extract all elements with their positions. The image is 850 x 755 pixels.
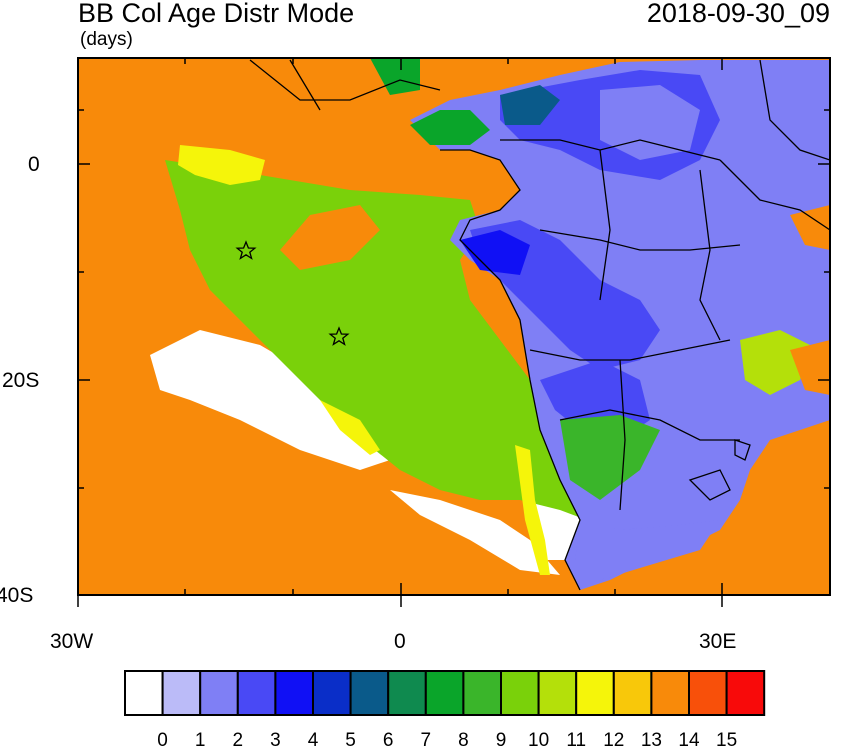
lon-label-30e: 30E bbox=[699, 630, 737, 653]
colorbar-swatch bbox=[387, 670, 427, 716]
green-plume bbox=[165, 160, 620, 525]
colorbar-tick-label: 10 bbox=[528, 730, 550, 751]
colorbar-tick-label: 1 bbox=[194, 730, 206, 751]
axis-ticks bbox=[77, 58, 830, 607]
yellow-blob bbox=[178, 145, 265, 185]
colorbar-tick-label: 11 bbox=[566, 730, 587, 751]
colorbar-swatch bbox=[500, 670, 540, 716]
lon-label-30w: 30W bbox=[50, 630, 94, 653]
colorbar-tick-label: 3 bbox=[270, 730, 281, 751]
colorbar-tick-label: 9 bbox=[495, 730, 507, 751]
lat-label-40s: 40S bbox=[0, 584, 34, 607]
country-borders bbox=[249, 59, 830, 591]
colorbar bbox=[124, 670, 766, 716]
star-marker bbox=[235, 240, 257, 260]
colorbar-tick-label: 4 bbox=[307, 730, 319, 751]
star-marker bbox=[328, 326, 350, 346]
white-region bbox=[150, 330, 390, 470]
colorbar-tick-label: 13 bbox=[640, 730, 662, 751]
colorbar-tick-label: 6 bbox=[382, 730, 394, 751]
timestamp-label: 2018-09-30_09 bbox=[646, 0, 830, 28]
colorbar-swatch bbox=[236, 670, 277, 716]
colorbar-tick-label: 7 bbox=[420, 730, 432, 751]
colorbar-tick-label: 8 bbox=[458, 730, 469, 751]
colorbar-tick-label: 5 bbox=[345, 730, 356, 751]
lat-label-0: 0 bbox=[28, 153, 40, 176]
map-fill bbox=[78, 58, 830, 595]
map-title: BB Col Age Distr Mode bbox=[78, 0, 355, 28]
colorbar-tick-label: 12 bbox=[603, 730, 625, 751]
colorbar-swatch bbox=[161, 670, 202, 716]
colorbar-swatch bbox=[124, 670, 164, 716]
map-frame bbox=[77, 57, 831, 596]
colorbar-swatch bbox=[575, 670, 615, 716]
colorbar-tick-label: 14 bbox=[678, 730, 700, 751]
colorbar-swatch bbox=[537, 670, 578, 716]
colorbar-swatch bbox=[349, 670, 390, 716]
colorbar-swatch bbox=[312, 670, 352, 716]
colorbar-tick-label: 2 bbox=[232, 730, 244, 751]
colorbar-swatch bbox=[424, 670, 465, 716]
colorbar-tick-label: 15 bbox=[716, 730, 738, 751]
units-label: (days) bbox=[80, 29, 133, 50]
lat-label-20s: 20S bbox=[2, 369, 40, 392]
colorbar-swatch bbox=[462, 670, 502, 716]
colorbar-swatch bbox=[650, 670, 691, 716]
colorbar-swatch bbox=[274, 670, 314, 716]
colorbar-tick-label: 0 bbox=[157, 730, 168, 751]
colorbar-swatch bbox=[612, 670, 653, 716]
colorbar-swatch bbox=[688, 670, 728, 716]
colorbar-swatch bbox=[725, 670, 766, 716]
markers bbox=[235, 240, 350, 346]
lon-label-0: 0 bbox=[394, 630, 406, 653]
colorbar-swatch bbox=[199, 670, 239, 716]
